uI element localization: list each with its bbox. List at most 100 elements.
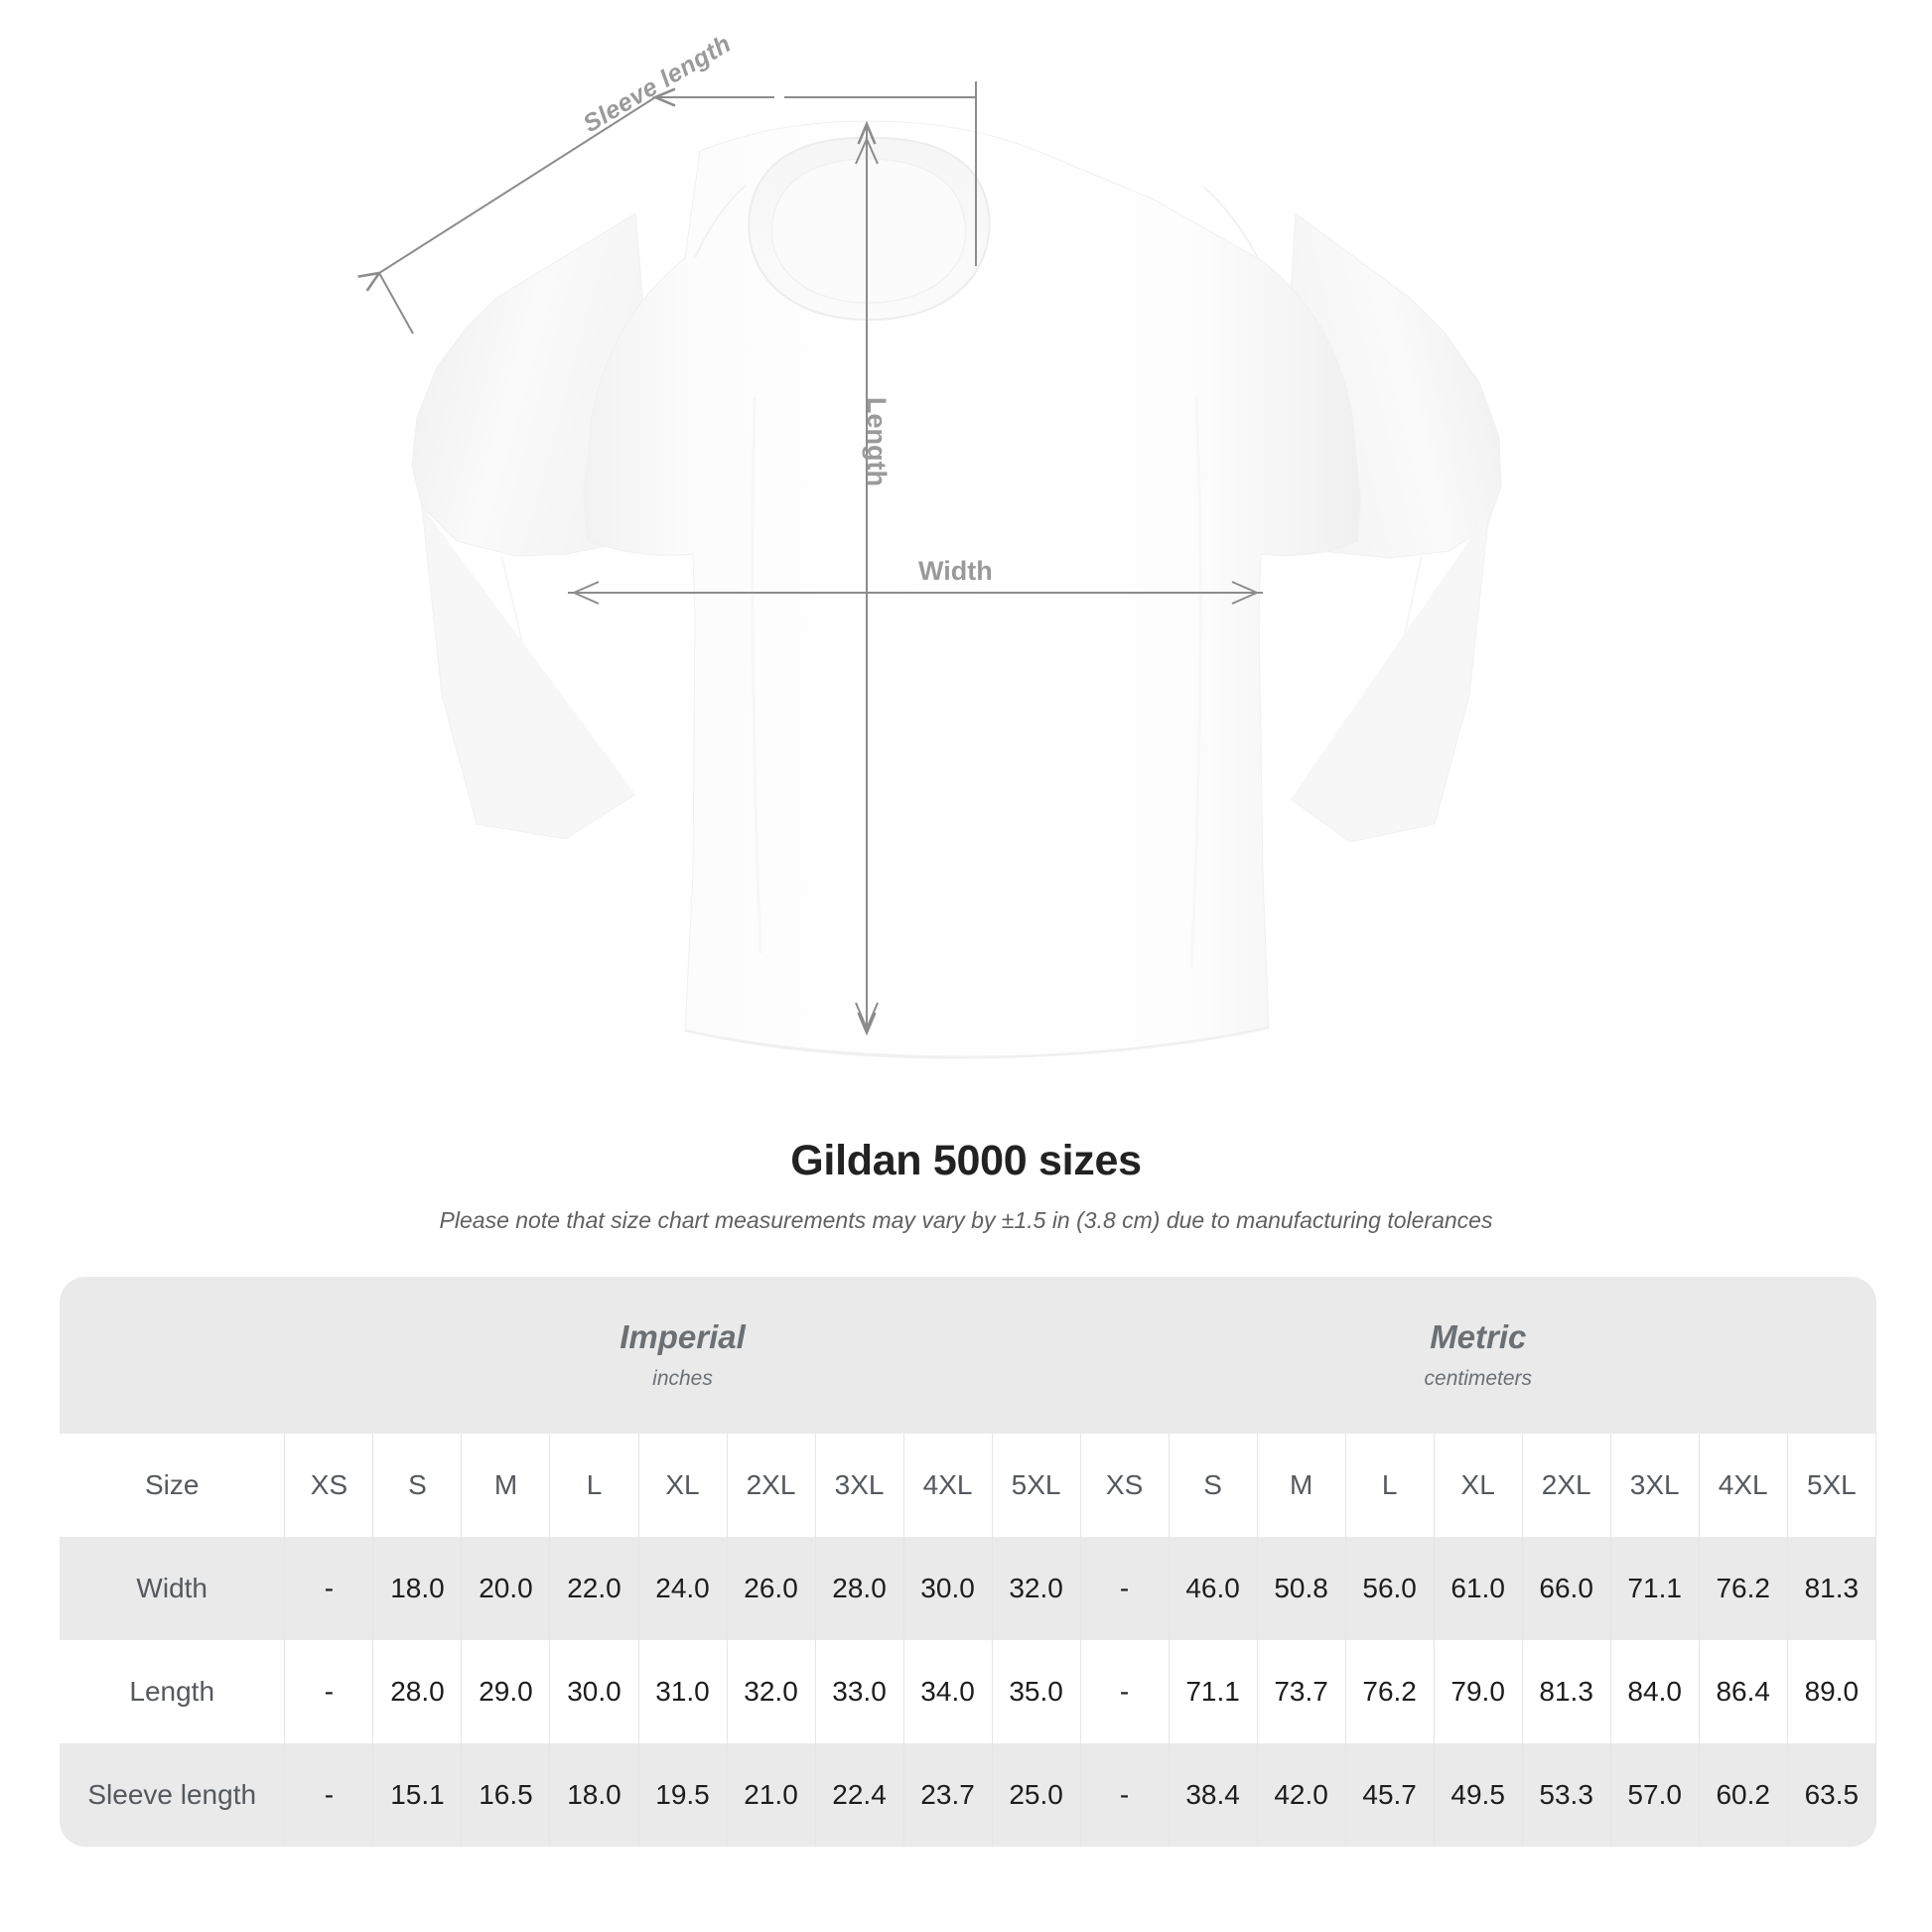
size-header-cell: 5XL [991, 1434, 1081, 1537]
measurement-cell: - [1080, 1537, 1170, 1640]
measurement-cell: 30.0 [902, 1537, 993, 1640]
unit-section-imperial: Imperial inches [284, 1277, 1081, 1434]
size-header-cell: 2XL [1521, 1434, 1611, 1537]
row-header-width: Width [60, 1537, 286, 1640]
measurement-cell: 26.0 [726, 1537, 816, 1640]
measurement-cell: 79.0 [1433, 1640, 1523, 1743]
size-chart-table-wrapper: Imperial inches Metric centimeters Size XS S M L… [60, 1277, 1876, 1847]
row-header-sleeve-length: Sleeve length [60, 1743, 286, 1847]
unit-section-metric: Metric centimeters [1080, 1277, 1876, 1434]
table-row: Length -28.0 29.0 30.0 31.0 32.0 33.0 34.0 35.0-… [60, 1640, 1876, 1743]
tshirt-illustration [357, 81, 1502, 1059]
measurement-cell: 32.0 [991, 1537, 1081, 1640]
table-row: Width -18.0 20.0 22.0 24.0 26.0 28.0 30.0 32.0-4… [60, 1537, 1876, 1640]
measurement-cell: 22.0 [549, 1537, 639, 1640]
measurement-cell: 66.0 [1521, 1537, 1611, 1640]
measurement-cell: 63.5 [1786, 1743, 1876, 1847]
width-arrow-left-head [573, 581, 600, 605]
measurement-cell: 28.0 [814, 1537, 904, 1640]
measurement-cell: - [1080, 1743, 1170, 1847]
measurement-cell: 22.4 [814, 1743, 904, 1847]
sleeve-end-tick [378, 272, 414, 335]
size-header-cell: M [1256, 1434, 1346, 1537]
measurement-cell: 32.0 [726, 1640, 816, 1743]
size-chart-table: Imperial inches Metric centimeters Size XS S M L… [60, 1277, 1876, 1847]
measurement-cell: 49.5 [1433, 1743, 1523, 1847]
measurement-cell: 28.0 [372, 1640, 463, 1743]
measurement-cell: 20.0 [461, 1537, 551, 1640]
unit-banner-corner [60, 1277, 285, 1434]
table-row: Sleeve length -15.1 16.5 18.0 19.5 21.0 22.4 23… [60, 1743, 1876, 1847]
measurement-cell: 71.1 [1609, 1537, 1700, 1640]
sleeve-diagonal-line [357, 96, 656, 292]
unit-measure-name: centimeters [1424, 1367, 1533, 1391]
size-header-cell: XS [284, 1434, 374, 1537]
size-header-cell: S [1168, 1434, 1258, 1537]
width-label: Width [918, 556, 993, 586]
measurement-cell: 23.7 [902, 1743, 993, 1847]
measurement-cell: 21.0 [726, 1743, 816, 1847]
size-header-cell: L [549, 1434, 639, 1537]
measurement-cell: 18.0 [549, 1743, 639, 1847]
size-header-cell: 4XL [1698, 1434, 1788, 1537]
measurement-cell: 33.0 [814, 1640, 904, 1743]
measurement-cell: 57.0 [1609, 1743, 1700, 1847]
measurement-cell: 30.0 [549, 1640, 639, 1743]
measurement-cell: 19.5 [637, 1743, 728, 1847]
size-header-cell: 2XL [726, 1434, 816, 1537]
page-title: Gildan 5000 sizes [790, 1137, 1142, 1184]
measurement-cell: - [284, 1640, 374, 1743]
unit-banner-row: Imperial inches Metric centimeters [60, 1277, 1876, 1434]
measurement-cell: 25.0 [991, 1743, 1081, 1847]
measurement-cell: 29.0 [461, 1640, 551, 1743]
measurement-cell: 56.0 [1344, 1537, 1435, 1640]
size-header-cell: S [372, 1434, 463, 1537]
measurement-cell: 18.0 [372, 1537, 463, 1640]
length-arrow-top-head [855, 138, 879, 165]
measurement-cell: 34.0 [902, 1640, 993, 1743]
measurement-cell: 81.3 [1786, 1537, 1876, 1640]
size-header-cell: M [461, 1434, 551, 1537]
unit-system-name: Metric [1430, 1317, 1527, 1355]
length-arrow-bottom-head [855, 1002, 879, 1030]
measurement-cell: 81.3 [1521, 1640, 1611, 1743]
measurement-cell: 50.8 [1256, 1537, 1346, 1640]
measurement-cell: 31.0 [637, 1640, 728, 1743]
measurement-cell: 45.7 [1344, 1743, 1435, 1847]
measurement-cell: - [284, 1743, 374, 1847]
unit-system-name: Imperial [620, 1317, 746, 1355]
measurement-cell: 60.2 [1698, 1743, 1788, 1847]
measurement-cell: 24.0 [637, 1537, 728, 1640]
measurement-cell: 61.0 [1433, 1537, 1523, 1640]
measurement-cell: 89.0 [1786, 1640, 1876, 1743]
measurement-cell: 35.0 [991, 1640, 1081, 1743]
size-header-cell: 4XL [902, 1434, 993, 1537]
measurement-cell: 86.4 [1698, 1640, 1788, 1743]
tolerance-note: Please note that size chart measurements… [439, 1207, 1493, 1233]
measurement-cell: 38.4 [1168, 1743, 1258, 1847]
measurement-cell: 73.7 [1256, 1640, 1346, 1743]
size-header-cell: XS [1080, 1434, 1170, 1537]
measurement-cell: - [284, 1537, 374, 1640]
length-label: Length [862, 397, 892, 486]
tshirt-diagram: Sleeve length Length Width [357, 30, 1502, 1059]
measurement-cell: 76.2 [1344, 1640, 1435, 1743]
size-header-cell: XL [637, 1434, 728, 1537]
size-header-cell: 3XL [814, 1434, 904, 1537]
measurement-cell: 53.3 [1521, 1743, 1611, 1847]
measurement-cell: 76.2 [1698, 1537, 1788, 1640]
size-header-cell: XL [1433, 1434, 1523, 1537]
size-header-cell: 3XL [1609, 1434, 1700, 1537]
measurement-cell: 71.1 [1168, 1640, 1258, 1743]
size-column-header: Size [60, 1434, 286, 1537]
size-header-row: Size XS S M L XL 2XL 3XL 4XL 5XL XS S M L XL 2XL 3XL 4XL 5… [60, 1434, 1876, 1537]
row-header-length: Length [60, 1640, 286, 1743]
tshirt-shape [411, 120, 1502, 1059]
size-header-cell: 5XL [1786, 1434, 1876, 1537]
measurement-cell: - [1080, 1640, 1170, 1743]
measurement-cell: 84.0 [1609, 1640, 1700, 1743]
dimension-lines [357, 81, 1263, 1036]
chart-heading-block: Gildan 5000 sizes Please note that size … [0, 1137, 1932, 1234]
width-arrow-right-head [1231, 581, 1258, 605]
measurement-cell: 46.0 [1168, 1537, 1258, 1640]
